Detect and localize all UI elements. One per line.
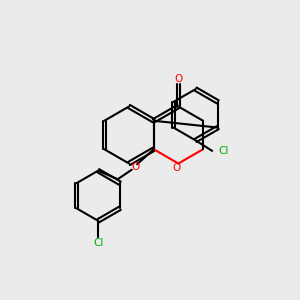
Text: Cl: Cl [93, 238, 104, 248]
Text: O: O [132, 162, 140, 172]
Text: Cl: Cl [219, 146, 229, 156]
Text: O: O [173, 163, 181, 173]
Text: O: O [174, 74, 182, 84]
